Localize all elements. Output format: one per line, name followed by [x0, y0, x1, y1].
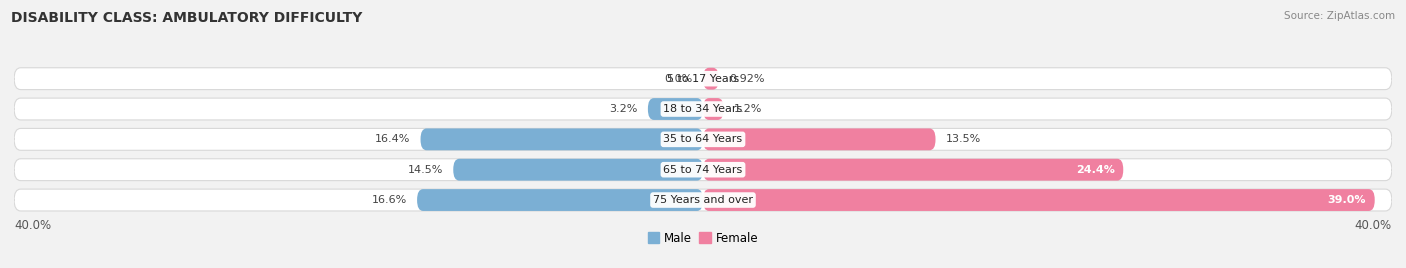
Text: 0.92%: 0.92%: [730, 74, 765, 84]
Text: 16.6%: 16.6%: [371, 195, 406, 205]
FancyBboxPatch shape: [14, 98, 1392, 120]
Text: 1.2%: 1.2%: [734, 104, 762, 114]
FancyBboxPatch shape: [453, 159, 703, 181]
Text: 18 to 34 Years: 18 to 34 Years: [664, 104, 742, 114]
Text: 14.5%: 14.5%: [408, 165, 443, 175]
FancyBboxPatch shape: [14, 189, 1392, 211]
FancyBboxPatch shape: [703, 128, 935, 150]
FancyBboxPatch shape: [420, 128, 703, 150]
Text: 3.2%: 3.2%: [609, 104, 637, 114]
Text: 13.5%: 13.5%: [946, 134, 981, 144]
FancyBboxPatch shape: [703, 98, 724, 120]
Text: 16.4%: 16.4%: [375, 134, 411, 144]
Text: Source: ZipAtlas.com: Source: ZipAtlas.com: [1284, 11, 1395, 21]
Text: 5 to 17 Years: 5 to 17 Years: [666, 74, 740, 84]
FancyBboxPatch shape: [703, 159, 1123, 181]
Text: 24.4%: 24.4%: [1076, 165, 1115, 175]
Text: 65 to 74 Years: 65 to 74 Years: [664, 165, 742, 175]
Text: 35 to 64 Years: 35 to 64 Years: [664, 134, 742, 144]
FancyBboxPatch shape: [14, 128, 1392, 150]
Text: DISABILITY CLASS: AMBULATORY DIFFICULTY: DISABILITY CLASS: AMBULATORY DIFFICULTY: [11, 11, 363, 25]
Text: 40.0%: 40.0%: [14, 219, 51, 232]
FancyBboxPatch shape: [648, 98, 703, 120]
FancyBboxPatch shape: [703, 189, 1375, 211]
FancyBboxPatch shape: [703, 68, 718, 90]
Legend: Male, Female: Male, Female: [643, 227, 763, 249]
Text: 40.0%: 40.0%: [1355, 219, 1392, 232]
Text: 0.0%: 0.0%: [665, 74, 693, 84]
FancyBboxPatch shape: [418, 189, 703, 211]
FancyBboxPatch shape: [14, 159, 1392, 181]
Text: 75 Years and over: 75 Years and over: [652, 195, 754, 205]
FancyBboxPatch shape: [14, 68, 1392, 90]
Text: 39.0%: 39.0%: [1327, 195, 1367, 205]
